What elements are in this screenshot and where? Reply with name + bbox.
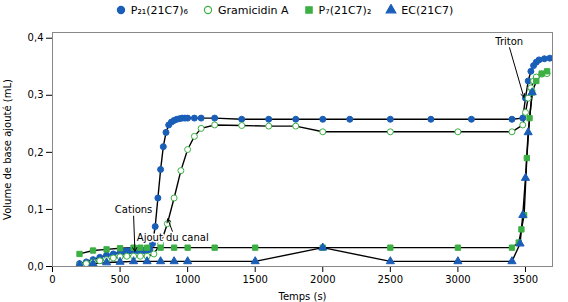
svg-text:Cations: Cations [115, 204, 152, 215]
html-text:P₇(21C7)₂: P₇(21C7)₂ [318, 3, 372, 17]
svg-text:0,3: 0,3 [28, 89, 44, 100]
svg-text:3500: 3500 [513, 274, 538, 285]
svg-text:1500: 1500 [242, 274, 267, 285]
svg-text:Temps (s): Temps (s) [277, 291, 326, 302]
svg-text:Ajout du canal: Ajout du canal [137, 232, 209, 243]
html-text:P₂₁(21C7)₆: P₂₁(21C7)₆ [130, 3, 188, 17]
svg-text:0,2: 0,2 [28, 147, 44, 158]
svg-text:0,1: 0,1 [28, 204, 44, 215]
svg-text:2000: 2000 [310, 274, 335, 285]
html-text:Gramicidin A: Gramicidin A [217, 3, 289, 17]
html-text:EC(21C7): EC(21C7) [401, 3, 454, 17]
svg-text:500: 500 [111, 274, 130, 285]
svg-text:1000: 1000 [175, 274, 200, 285]
svg-text:0,4: 0,4 [28, 32, 44, 43]
svg-text:2500: 2500 [378, 274, 403, 285]
svg-text:Triton: Triton [494, 36, 523, 47]
svg-text:0,0: 0,0 [28, 261, 44, 272]
svg-text:3000: 3000 [445, 274, 470, 285]
svg-text:0: 0 [49, 274, 55, 285]
svg-text:Volume de base ajouté (mL): Volume de base ajouté (mL) [2, 79, 13, 220]
